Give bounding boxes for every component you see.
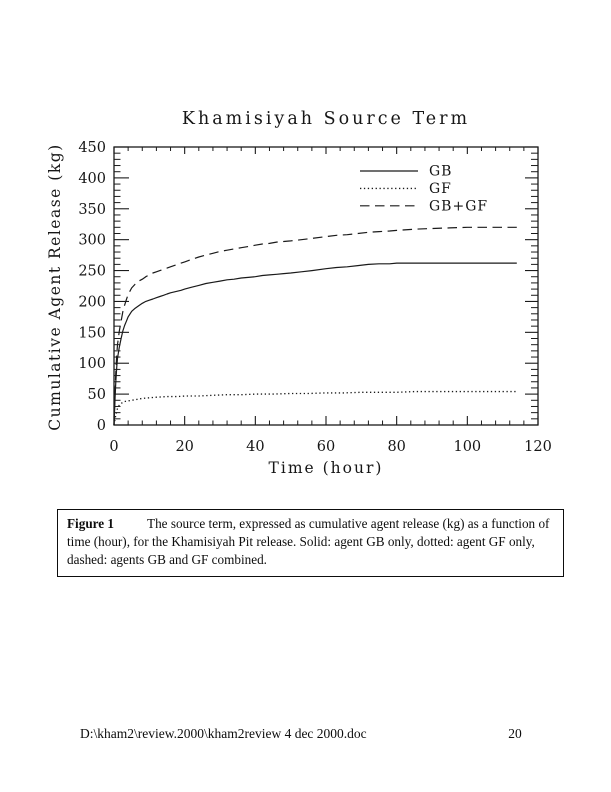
chart-title: Khamisiyah Source Term — [181, 109, 471, 129]
legend-label-GB: GB — [429, 164, 452, 180]
series-line-GB — [113, 262, 517, 426]
series-line-GB+GF — [113, 226, 517, 426]
y-axis-tick-label: 400 — [78, 171, 106, 187]
plot-frame — [113, 146, 539, 426]
legend-label-GF: GF — [429, 181, 452, 197]
footer-page-number: 20 — [508, 726, 522, 741]
y-axis-tick-label: 50 — [88, 387, 106, 403]
x-axis-tick-label: 120 — [524, 439, 552, 455]
x-axis-tick-label: 100 — [453, 439, 481, 455]
y-axis-tick-label: 150 — [78, 325, 106, 341]
figure-caption-box: Figure 1 The source term, expressed as cu… — [57, 509, 564, 577]
figure-caption-text: The source term, expressed as cumulative… — [67, 516, 550, 568]
y-axis-tick-label: 300 — [78, 233, 106, 249]
y-axis-tick-label: 0 — [97, 418, 106, 434]
y-axis-tick-label: 100 — [78, 356, 106, 372]
y-axis-tick-label: 250 — [78, 264, 106, 280]
chart-svg: 0 20 40 60 80 100 120 0 50 100 150 200 250 300 350 400 4… — [78, 140, 552, 455]
x-axis-label: Time (hour) — [268, 459, 384, 477]
series-line-GF — [113, 390, 517, 426]
figure-caption-label: Figure 1 — [67, 516, 115, 531]
x-axis-tick-label: 60 — [317, 439, 335, 455]
footer-file-path: D:\kham2\review.2000\kham2review 4 dec 2… — [80, 726, 367, 741]
x-axis-tick-label: 40 — [246, 439, 264, 455]
y-axis-tick-label: 200 — [78, 294, 106, 310]
y-axis-tick-label: 350 — [78, 202, 106, 218]
y-axis-label: Cumulative Agent Release (kg) — [46, 143, 64, 431]
chart-figure: Khamisiyah Source Term 0 20 40 60 80 100 120 0 5… — [46, 109, 552, 477]
x-axis-tick-label: 80 — [387, 439, 405, 455]
legend-label-GB+GF: GB+GF — [429, 199, 488, 215]
x-axis-tick-label: 0 — [109, 439, 118, 455]
x-axis-tick-label: 20 — [175, 439, 193, 455]
y-axis-tick-label: 450 — [78, 140, 106, 156]
